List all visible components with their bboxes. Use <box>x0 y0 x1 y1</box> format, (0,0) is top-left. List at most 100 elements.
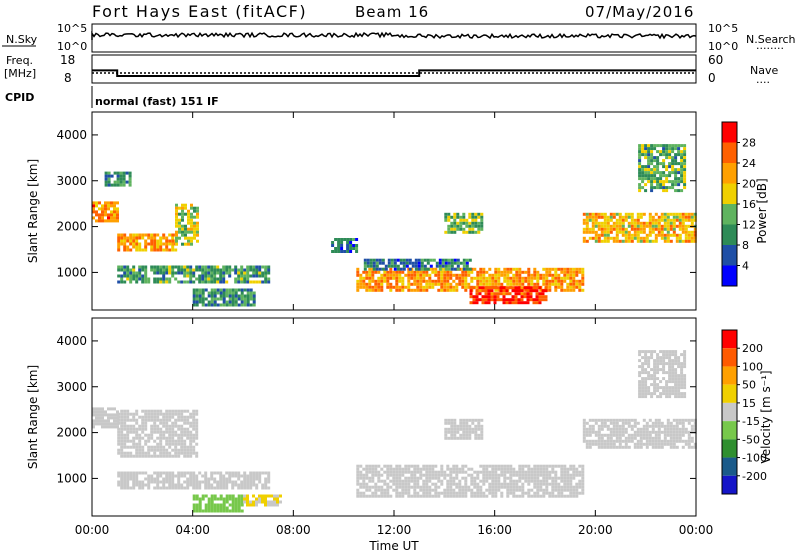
heatmap-cell <box>95 413 98 417</box>
heatmap-cell <box>231 483 235 487</box>
heatmap-cell <box>359 282 363 286</box>
heatmap-cell <box>195 412 199 416</box>
heatmap-cell <box>530 282 534 286</box>
colorbar-tick-label: -100 <box>742 452 767 465</box>
heatmap-cell <box>195 297 199 301</box>
heatmap-cell <box>677 177 681 181</box>
heatmap-cell <box>156 418 160 422</box>
heatmap-cell <box>390 261 394 265</box>
heatmap-cell <box>141 277 145 281</box>
heatmap-cell <box>656 177 660 181</box>
heatmap-cell <box>683 392 687 396</box>
heatmap-cell <box>365 282 369 286</box>
heatmap-cell <box>392 273 396 277</box>
heatmap-cell <box>210 300 214 304</box>
heatmap-cell <box>422 464 426 468</box>
heatmap-cell <box>563 485 567 489</box>
heatmap-cell <box>677 189 681 193</box>
heatmap-cell <box>638 156 642 160</box>
heatmap-cell <box>575 473 579 477</box>
heatmap-cell <box>171 442 175 446</box>
heatmap-cell <box>551 282 555 286</box>
heatmap-cell <box>672 218 676 222</box>
heatmap-cell <box>168 430 172 434</box>
heatmap-cell <box>659 150 663 154</box>
heatmap-cell <box>428 485 432 489</box>
heatmap-cell <box>669 445 673 449</box>
heatmap-cell <box>165 265 169 269</box>
heatmap-cell <box>125 171 129 175</box>
heatmap-cell <box>162 477 166 481</box>
heatmap-cell <box>456 424 460 428</box>
heatmap-cell <box>425 279 429 283</box>
heatmap-cell <box>180 445 184 449</box>
heatmap-cell <box>597 221 601 225</box>
heatmap-cell <box>189 480 193 484</box>
heatmap-cell <box>585 427 589 431</box>
heatmap-cell <box>195 291 199 295</box>
heatmap-cell <box>135 421 139 425</box>
heatmap-cell <box>578 470 582 474</box>
heatmap-cell <box>186 448 190 452</box>
heatmap-cell <box>222 297 226 301</box>
heatmap-cell <box>447 267 451 271</box>
heatmap-cell <box>459 424 463 428</box>
heatmap-cell <box>168 483 172 487</box>
heatmap-cell <box>464 479 468 483</box>
heatmap-cell <box>419 279 423 283</box>
heatmap-cell <box>581 270 585 274</box>
heatmap-cell <box>487 298 491 302</box>
heatmap-cell <box>395 479 399 483</box>
heatmap-cell <box>669 424 673 428</box>
heatmap-cell <box>156 430 160 434</box>
heatmap-cell <box>530 467 534 471</box>
heatmap-cell <box>678 433 682 437</box>
heatmap-cell <box>536 479 540 483</box>
heatmap-cell <box>201 497 205 501</box>
heatmap-cell <box>444 215 448 219</box>
heatmap-cell <box>207 303 211 307</box>
heatmap-cell <box>662 386 666 390</box>
heatmap-cell <box>672 215 676 219</box>
heatmap-cell <box>666 239 670 243</box>
heatmap-cell <box>627 224 631 228</box>
heatmap-cell <box>662 377 666 381</box>
heatmap-cell <box>551 276 555 280</box>
heatmap-cell <box>189 268 193 272</box>
heatmap-cell <box>110 422 113 426</box>
heatmap-cell <box>444 436 448 440</box>
heatmap-cell <box>104 210 107 214</box>
heatmap-cell <box>548 273 552 277</box>
heatmap-cell <box>196 227 199 231</box>
heatmap-cell <box>506 488 510 492</box>
heatmap-cell <box>243 268 247 272</box>
heatmap-cell <box>237 274 241 278</box>
heatmap-cell <box>536 279 540 283</box>
heatmap-cell <box>162 483 166 487</box>
heatmap-cell <box>356 491 360 495</box>
heatmap-cell <box>641 356 645 360</box>
heatmap-cell <box>478 286 482 290</box>
heatmap-cell <box>416 276 420 280</box>
heatmap-cell <box>195 265 199 269</box>
nave-right-label: Nave <box>750 64 778 77</box>
heatmap-cell <box>171 271 175 275</box>
heatmap-cell <box>641 171 645 175</box>
heatmap-cell <box>666 218 670 222</box>
heatmap-cell <box>225 497 229 501</box>
heatmap-cell <box>389 485 393 489</box>
heatmap-cell <box>175 230 178 234</box>
heatmap-cell <box>680 162 684 166</box>
heatmap-cell <box>603 233 607 237</box>
heatmap-cell <box>569 473 573 477</box>
heatmap-cell <box>453 230 457 234</box>
heatmap-cell <box>213 509 217 513</box>
heatmap-cell <box>459 421 463 425</box>
heatmap-cell <box>618 224 622 228</box>
heatmap-cell <box>177 483 181 487</box>
heatmap-cell <box>468 230 472 234</box>
heatmap-cell <box>672 436 676 440</box>
heatmap-cell <box>190 203 193 207</box>
heatmap-cell <box>190 230 193 234</box>
heatmap-cell <box>659 386 663 390</box>
